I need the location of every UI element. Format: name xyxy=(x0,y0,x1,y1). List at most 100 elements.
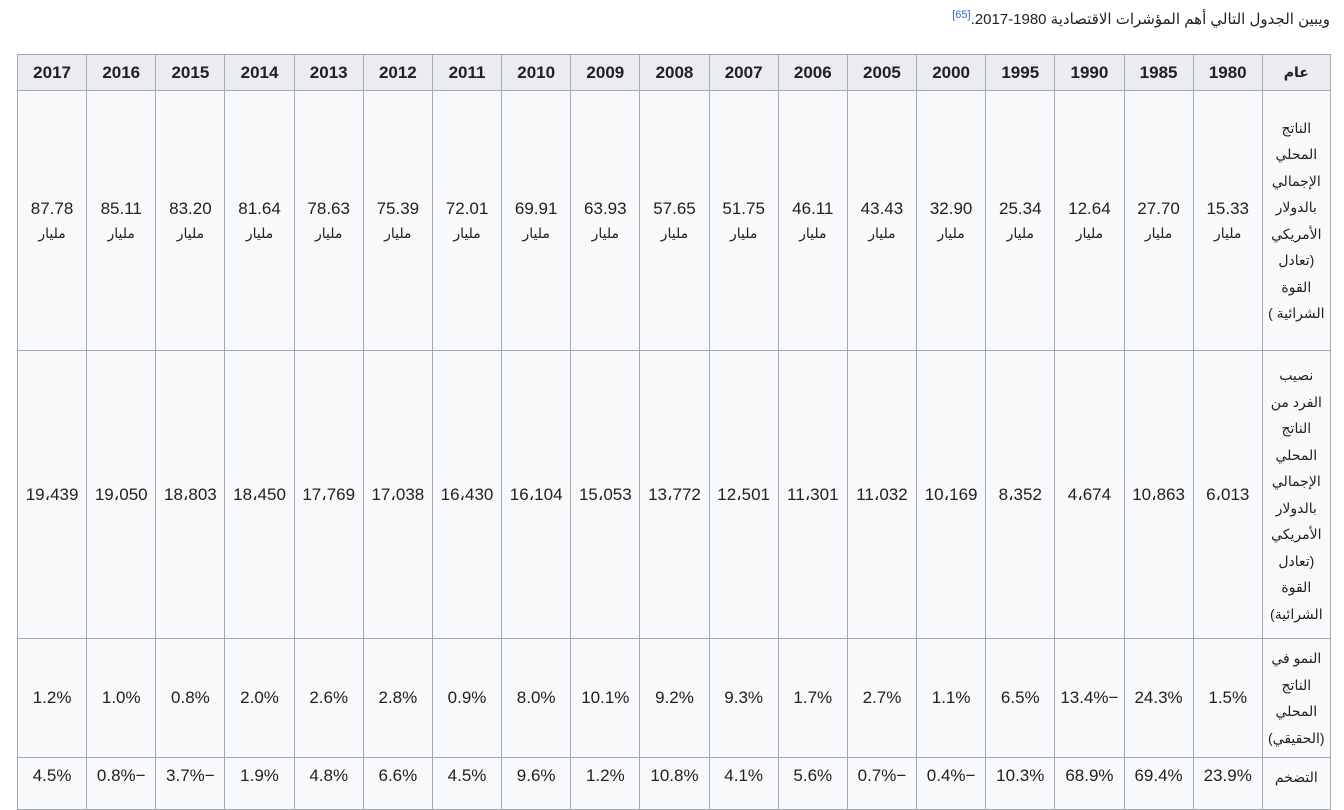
cell-value: 2.8% xyxy=(378,688,418,707)
table-cell: 0.8%− xyxy=(86,757,157,810)
table-cell: 17،769 xyxy=(293,350,364,639)
cell-value: 4.1% xyxy=(724,766,764,785)
table-cell: 69.4% xyxy=(1123,757,1194,810)
cell-unit: مليار xyxy=(591,224,620,241)
row-label: الناتج المحلي الإجمالي بالدولار الأمريكي… xyxy=(1261,90,1331,351)
cell-value: 1.2% xyxy=(585,766,625,785)
table-cell: 8،352 xyxy=(985,350,1056,639)
header-year-label: عام xyxy=(1261,54,1331,91)
cell-unit: مليار xyxy=(107,224,135,241)
table-cell: 0.8% xyxy=(155,638,226,758)
cell-value: 4.8% xyxy=(309,766,349,785)
table-cell: 15.33 مليار xyxy=(1192,90,1263,351)
cell-value: 87.78 xyxy=(30,198,74,218)
cell-value: 5.6% xyxy=(793,766,833,785)
economic-indicators-table-wrapper: عام 1980 1985 1990 1995 2000 2005 2006 2007 2008… xyxy=(16,54,1331,810)
reference-link[interactable]: [65] xyxy=(952,9,971,21)
table-cell: 1.7% xyxy=(777,638,848,758)
table-row: نصيب الفرد من الناتج المحلي الإجمالي بال… xyxy=(16,350,1331,639)
cell-value: 57.65 xyxy=(653,198,696,218)
table-cell: 68.9% xyxy=(1054,757,1125,810)
table-cell: 83.20 مليار xyxy=(155,90,226,351)
header-year: 2016 xyxy=(86,54,157,91)
cell-value: 8،352 xyxy=(998,484,1042,504)
cell-value: 10.3% xyxy=(996,766,1045,785)
cell-value: 69.91 xyxy=(514,198,558,218)
table-cell: 18،803 xyxy=(155,350,226,639)
cell-unit: مليار xyxy=(937,224,965,241)
cell-value: 16،430 xyxy=(440,484,494,504)
table-cell: 9.6% xyxy=(501,757,572,810)
table-cell: 9.2% xyxy=(639,638,710,758)
header-year: 1990 xyxy=(1054,54,1125,91)
table-cell: 11،032 xyxy=(846,350,918,639)
table-cell: 1.2% xyxy=(16,638,88,758)
table-cell: 51.75 مليار xyxy=(708,90,779,351)
cell-value: 2.0% xyxy=(240,688,279,707)
table-cell: 17،038 xyxy=(362,350,433,639)
cell-value: 43.43 xyxy=(860,198,904,218)
table-cell: 6.6% xyxy=(362,757,433,810)
table-cell: 0.4%− xyxy=(916,757,987,810)
header-year: 2011 xyxy=(431,54,503,91)
cell-unit: مليار xyxy=(868,224,896,241)
cell-value: 2.7% xyxy=(862,688,902,707)
cell-value: 15.33 xyxy=(1206,198,1249,218)
cell-value: 83.20 xyxy=(169,198,212,218)
cell-value: 9.2% xyxy=(655,688,694,707)
table-cell: 2.7% xyxy=(846,638,918,758)
table-cell: 9.3% xyxy=(708,638,779,758)
cell-value: 16،104 xyxy=(509,484,563,504)
table-header-row: عام 1980 1985 1990 1995 2000 2005 2006 2007 2008… xyxy=(16,54,1331,91)
table-cell: 87.78 مليار xyxy=(16,90,88,351)
table-cell: 10،863 xyxy=(1123,350,1194,639)
table-cell: 0.7%− xyxy=(846,757,918,810)
header-year: 2014 xyxy=(224,54,295,91)
cell-value: 1.2% xyxy=(32,688,72,707)
cell-value: 18،450 xyxy=(233,484,286,504)
cell-value: 27.70 xyxy=(1137,198,1180,218)
header-year: 2005 xyxy=(846,54,918,91)
intro-paragraph: ويبين الجدول التالي أهم المؤشرات الاقتصا… xyxy=(952,10,1330,30)
cell-unit: مليار xyxy=(315,224,343,241)
cell-unit: مليار xyxy=(453,224,481,241)
table-cell: 2.0% xyxy=(224,638,295,758)
header-year: 1985 xyxy=(1123,54,1194,91)
cell-value: 17،769 xyxy=(302,484,356,504)
table-cell: 12،501 xyxy=(708,350,779,639)
table-cell: 27.70 مليار xyxy=(1123,90,1194,351)
cell-value: 1.5% xyxy=(1208,688,1248,707)
row-label: نصيب الفرد من الناتج المحلي الإجمالي بال… xyxy=(1261,350,1331,639)
cell-value: 6،013 xyxy=(1206,484,1250,504)
table-cell: 10.1% xyxy=(570,638,641,758)
table-cell: 1.1% xyxy=(916,638,987,758)
cell-unit: مليار xyxy=(729,224,758,241)
cell-value: 1.1% xyxy=(931,688,971,707)
row-label: النمو في الناتج المحلي (الحقيقي) xyxy=(1261,638,1331,758)
cell-value: 17،038 xyxy=(371,484,425,504)
table-cell: 32.90 مليار xyxy=(916,90,987,351)
table-cell: 16،430 xyxy=(431,350,503,639)
cell-value: 1.0% xyxy=(101,688,141,707)
cell-unit: مليار xyxy=(799,224,827,241)
cell-value: 1.7% xyxy=(793,688,833,707)
cell-value: 13،772 xyxy=(648,484,701,504)
table-cell: 69.91 مليار xyxy=(501,90,572,351)
table-cell: 85.11 مليار xyxy=(86,90,157,351)
table-cell: 81.64 مليار xyxy=(224,90,295,351)
header-year: 2015 xyxy=(155,54,226,91)
table-cell: 10،169 xyxy=(916,350,987,639)
table-cell: 8.0% xyxy=(501,638,572,758)
cell-value: 2.6% xyxy=(309,688,349,707)
cell-value: 10،169 xyxy=(924,484,978,504)
cell-value: 13.4%− xyxy=(1060,688,1119,707)
header-year: 2009 xyxy=(570,54,641,91)
header-year: 2013 xyxy=(293,54,364,91)
table-cell: 78.63 مليار xyxy=(293,90,364,351)
cell-value: 18،803 xyxy=(164,484,217,504)
table-cell: 19،439 xyxy=(16,350,88,639)
cell-value: 10.8% xyxy=(650,766,699,785)
table-cell: 63.93 مليار xyxy=(570,90,641,351)
table-cell: 10.3% xyxy=(985,757,1056,810)
cell-value: 4،674 xyxy=(1067,484,1112,504)
